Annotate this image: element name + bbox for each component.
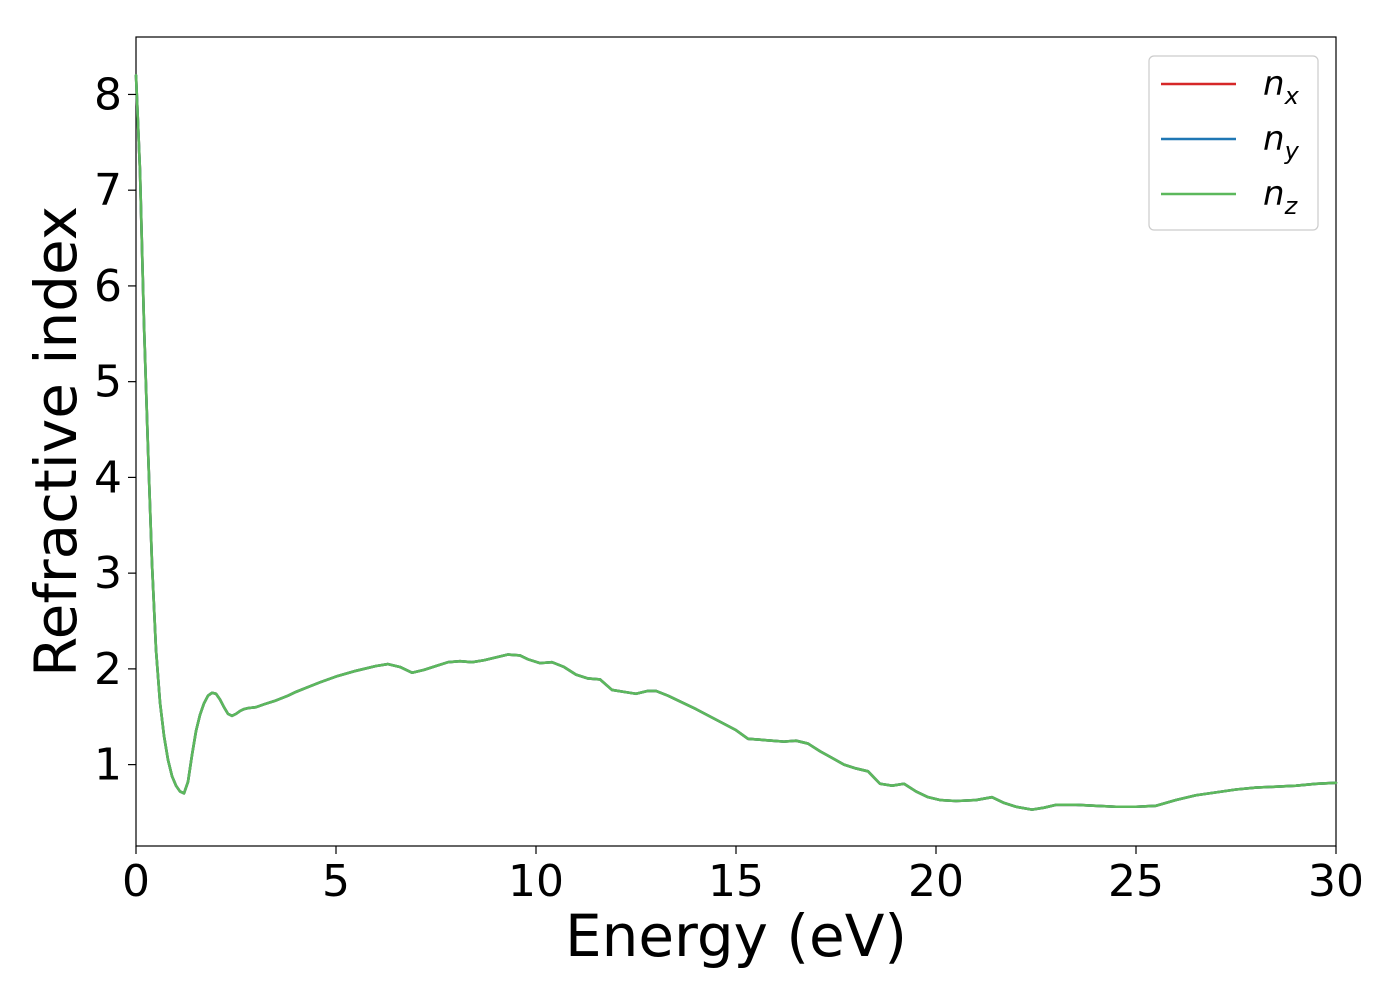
legend-label-subscript: y <box>1284 137 1300 165</box>
x-axis-label: Energy (eV) <box>565 902 907 970</box>
y-tick-label: 5 <box>94 357 122 408</box>
y-tick-label: 4 <box>94 452 122 503</box>
y-tick-label: 2 <box>94 644 122 695</box>
x-axis-ticks: 0 5 10 15 20 25 30 <box>122 846 1364 907</box>
y-tick-label: 6 <box>94 261 122 312</box>
y-tick-label: 3 <box>94 548 122 599</box>
x-tick-label: 30 <box>1308 856 1364 907</box>
legend-label-n-z: nz <box>1263 174 1299 220</box>
y-tick-label: 7 <box>94 165 122 216</box>
x-tick-label: 15 <box>708 856 764 907</box>
series-layer <box>134 74 1338 811</box>
series-line-n-z <box>134 74 1338 811</box>
legend-label-n-x: nx <box>1263 64 1300 110</box>
y-axis-ticks: 1 2 3 4 5 6 7 8 <box>94 69 136 791</box>
y-axis-label: Refractive index <box>22 206 90 677</box>
x-tick-label: 25 <box>1108 856 1164 907</box>
legend-label-subscript: z <box>1284 192 1299 220</box>
x-tick-label: 0 <box>122 856 150 907</box>
legend-box <box>1148 55 1319 231</box>
y-tick-label: 8 <box>94 69 122 120</box>
legend-label-base: n <box>1263 174 1285 214</box>
x-tick-label: 10 <box>508 856 564 907</box>
legend-label-n-y: ny <box>1263 119 1300 165</box>
y-tick-label: 1 <box>94 740 122 791</box>
legend-label-base: n <box>1263 64 1285 104</box>
legend-label-subscript: x <box>1284 82 1300 110</box>
legend-label-base: n <box>1263 119 1285 159</box>
x-tick-label: 5 <box>322 856 350 907</box>
x-tick-label: 20 <box>908 856 964 907</box>
